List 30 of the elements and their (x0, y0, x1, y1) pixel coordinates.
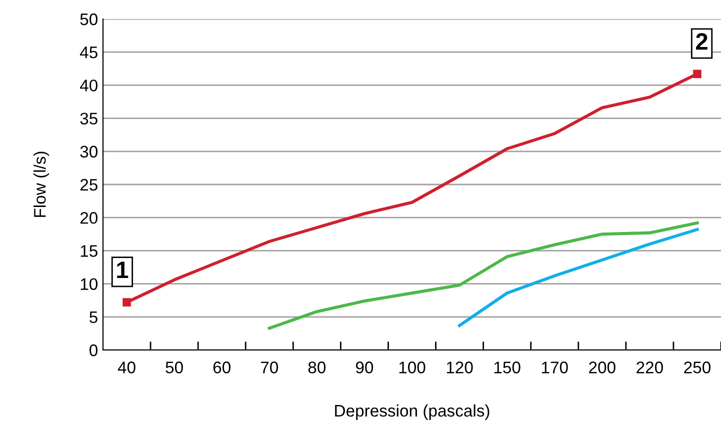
x-tick-label: 150 (494, 362, 520, 374)
x-tick-label: 60 (213, 362, 230, 374)
annotation: 1 (117, 262, 128, 278)
x-tick-label: 90 (356, 362, 374, 374)
x-axis-title: Depression (pascals) (335, 404, 490, 420)
x-tick-label: 40 (118, 362, 136, 374)
y-tick-label: 50 (80, 13, 98, 26)
annotation: 2 (696, 33, 708, 50)
x-tick-label: 50 (166, 362, 183, 374)
y-tick-label: 35 (80, 112, 98, 125)
x-tick-label: 170 (542, 362, 568, 374)
x-tick-label: 80 (308, 362, 326, 374)
y-tick-label: 25 (80, 178, 98, 191)
x-tick-label: 200 (589, 362, 616, 374)
x-tick-label: 220 (636, 362, 663, 374)
y-tick-label: 40 (80, 80, 98, 92)
y-tick-label: 45 (80, 46, 98, 58)
line-series (268, 221, 699, 330)
line-series (458, 228, 699, 328)
y-tick-label: 0 (90, 344, 98, 356)
y-tick-label: 20 (80, 212, 98, 224)
y-axis-title: Flow (l/s) (34, 152, 50, 217)
x-tick-label: 100 (399, 362, 426, 374)
y-tick-label: 30 (80, 146, 98, 158)
y-tick-label: 10 (80, 278, 98, 290)
x-tick-label: 70 (260, 362, 278, 374)
y-tick-label: 15 (80, 245, 98, 257)
y-tick-label: 5 (90, 311, 98, 324)
x-tick-label: 120 (446, 362, 473, 374)
x-tick-label: 250 (684, 362, 710, 374)
